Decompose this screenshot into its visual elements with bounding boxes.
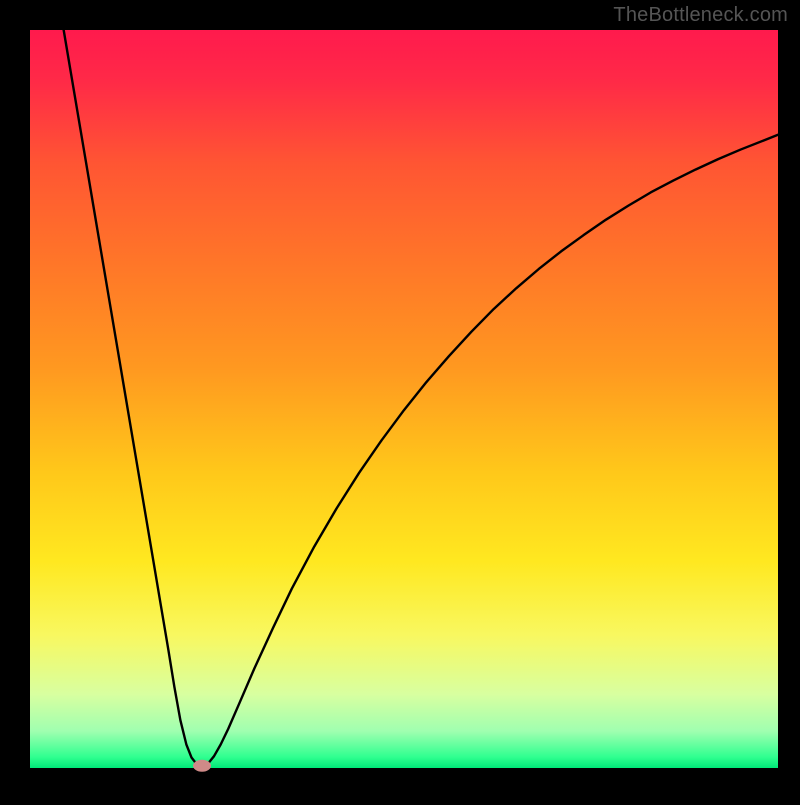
optimum-marker [193,760,211,772]
bottleneck-curve-chart [0,0,800,800]
chart-background [30,30,778,768]
watermark-label: TheBottleneck.com [613,4,788,27]
chart-container [0,0,800,800]
